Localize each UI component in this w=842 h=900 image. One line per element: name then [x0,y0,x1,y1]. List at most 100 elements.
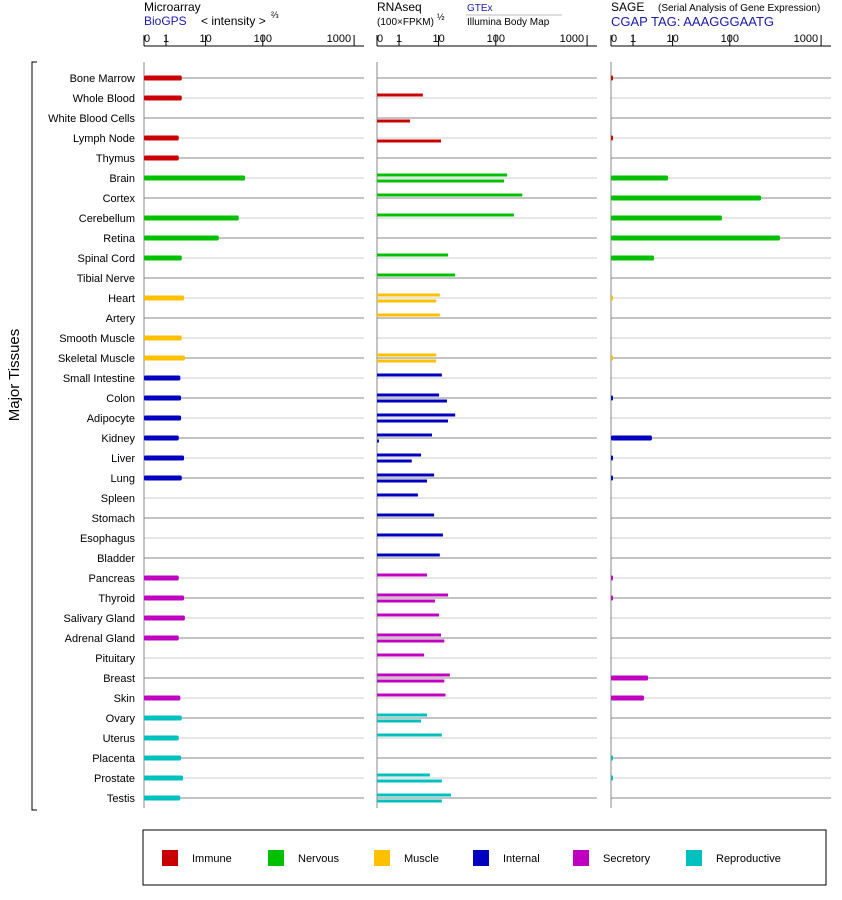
microarray-bar[interactable] [144,155,179,161]
illumina-bar[interactable] [377,179,505,183]
sage-bar[interactable] [611,295,613,301]
tissue-label: Testis [107,793,136,805]
sage-bar[interactable] [611,695,645,701]
sage-bar[interactable] [611,675,649,681]
microarray-bar[interactable] [144,435,179,441]
gtex-bar[interactable] [377,513,435,517]
gtex-bar[interactable] [377,733,442,737]
gtex-bar[interactable] [377,473,435,477]
microarray-bar[interactable] [144,335,182,341]
microarray-bar[interactable] [144,575,179,581]
sage-bar[interactable] [611,75,613,81]
microarray-bar[interactable] [144,635,179,641]
illumina-bar[interactable] [377,139,441,143]
microarray-bar[interactable] [144,775,184,781]
gtex-bar[interactable] [377,353,437,357]
gtex-link[interactable]: GTEx [467,3,493,14]
gtex-bar[interactable] [377,193,523,197]
microarray-bar[interactable] [144,455,185,461]
sage-bar[interactable] [611,195,762,201]
microarray-bar[interactable] [144,215,239,221]
microarray-bar[interactable] [144,135,179,141]
gtex-bar[interactable] [377,373,442,377]
illumina-bar[interactable] [377,639,445,643]
sage-bar[interactable] [611,215,722,221]
gtex-bar[interactable] [377,213,514,217]
sage-bar[interactable] [611,475,613,481]
illumina-bar[interactable] [377,299,437,303]
gtex-bar[interactable] [377,693,446,697]
gtex-bar[interactable] [377,553,440,557]
gtex-bar[interactable] [377,613,440,617]
gtex-bar[interactable] [377,493,418,497]
illumina-bar[interactable] [377,719,422,723]
microarray-bar[interactable] [144,735,179,741]
gtex-bar[interactable] [377,453,422,457]
gtex-bar[interactable] [377,253,449,257]
tissue-label: Ovary [106,713,136,725]
microarray-bar[interactable] [144,75,182,81]
gtex-bar[interactable] [377,773,430,777]
illumina-bar[interactable] [377,459,412,463]
sage-bar[interactable] [611,455,613,461]
tissue-label: Tibial Nerve [77,273,135,285]
gtex-bar[interactable] [377,413,456,417]
microarray-bar[interactable] [144,595,185,601]
microarray-bar[interactable] [144,395,182,401]
gtex-bar[interactable] [377,713,428,717]
gtex-bar[interactable] [377,293,440,297]
sage-bar[interactable] [611,395,613,401]
gtex-bar[interactable] [377,673,450,677]
gtex-bar[interactable] [377,93,423,97]
gtex-bar[interactable] [377,633,441,637]
sage-bar[interactable] [611,595,613,601]
gtex-bar[interactable] [377,273,456,277]
gtex-bar[interactable] [377,573,428,577]
microarray-bar[interactable] [144,715,182,721]
microarray-bar[interactable] [144,295,185,301]
gtex-bar[interactable] [377,653,425,657]
microarray-bar[interactable] [144,695,181,701]
sage-bar[interactable] [611,235,781,241]
gtex-bar[interactable] [377,793,452,797]
microarray-bar[interactable] [144,235,219,241]
biogps-link[interactable]: BioGPS [144,14,187,28]
illumina-bar[interactable] [377,599,435,603]
illumina-bar[interactable] [377,419,449,423]
sage-bar[interactable] [611,755,613,761]
gtex-bar[interactable] [377,533,443,537]
illumina-bar[interactable] [377,679,445,683]
gtex-bar[interactable] [377,173,508,177]
gtex-bar[interactable] [377,433,432,437]
sage-bar[interactable] [611,575,613,581]
illumina-bar[interactable] [377,359,437,363]
microarray-bar[interactable] [144,415,182,421]
microarray-bar[interactable] [144,755,182,761]
sage-bar[interactable] [611,175,669,181]
illumina-bar[interactable] [377,479,428,483]
tissue-label: Adipocyte [87,413,135,425]
gtex-bar[interactable] [377,593,449,597]
sage-bar[interactable] [611,435,652,441]
microarray-bar[interactable] [144,795,181,801]
sage-bar[interactable] [611,255,655,261]
microarray-bar[interactable] [144,175,246,181]
tissue-label: Salivary Gland [63,613,135,625]
microarray-bar[interactable] [144,355,185,361]
sage-bar[interactable] [611,135,613,141]
microarray-bar[interactable] [144,255,182,261]
sage-bar[interactable] [611,775,613,781]
cgap-tag-link[interactable]: CGAP TAG: AAAGGGAATG [611,14,774,29]
sage-bar[interactable] [611,355,613,361]
microarray-bar[interactable] [144,95,182,101]
microarray-bar[interactable] [144,615,185,621]
illumina-bar[interactable] [377,779,442,783]
illumina-bar[interactable] [377,439,379,443]
microarray-bar[interactable] [144,375,181,381]
illumina-bar[interactable] [377,399,447,403]
illumina-bar[interactable] [377,119,411,123]
illumina-bar[interactable] [377,799,442,803]
gtex-bar[interactable] [377,393,440,397]
microarray-bar[interactable] [144,475,182,481]
gtex-bar[interactable] [377,313,440,317]
